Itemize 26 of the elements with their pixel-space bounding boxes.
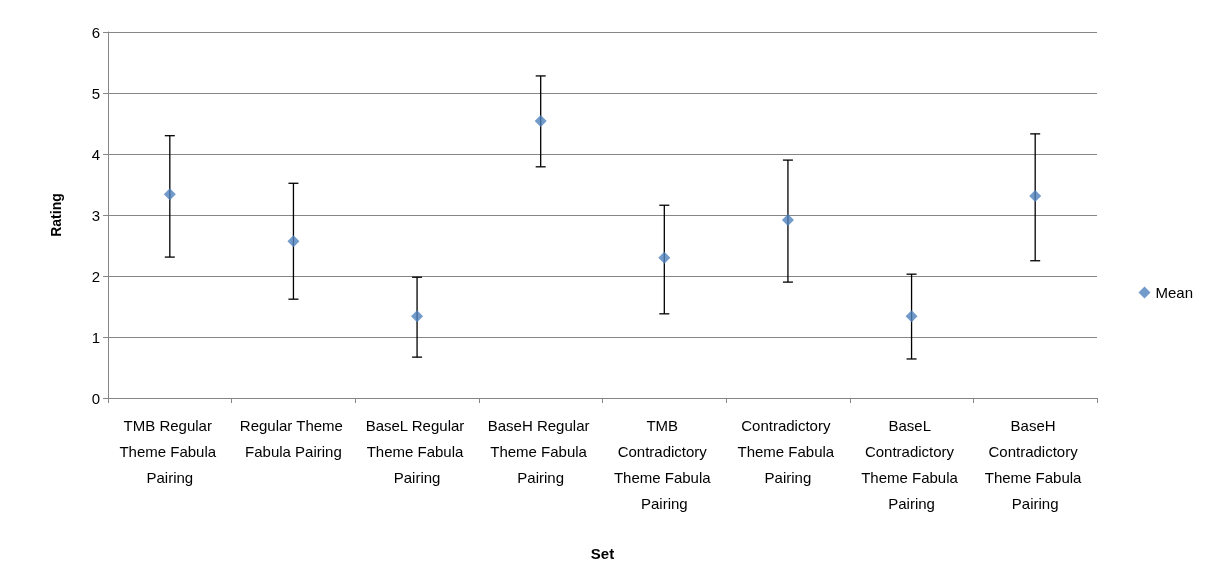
y-axis-title: Rating bbox=[48, 193, 64, 237]
y-tick-label: 5 bbox=[91, 84, 100, 102]
y-tick-label: 3 bbox=[91, 206, 100, 224]
point bbox=[163, 188, 176, 201]
x-tick-label: TMB Contradictory Theme Fabula Pairing bbox=[613, 416, 715, 512]
y-tick-label: 4 bbox=[91, 145, 100, 163]
y-tick-label: 0 bbox=[91, 389, 100, 407]
y-tick-label: 1 bbox=[91, 328, 100, 346]
point bbox=[905, 310, 918, 323]
point bbox=[534, 115, 547, 128]
point bbox=[411, 310, 424, 323]
x-tick-label: BaseL Contradictory Theme Fabula Pairing bbox=[861, 416, 963, 512]
y-tick-label: 6 bbox=[91, 23, 100, 41]
y-tick-label: 2 bbox=[91, 267, 100, 285]
point bbox=[658, 251, 671, 264]
x-axis-title: Set bbox=[590, 545, 615, 562]
x-tick-label: TMB Regular Theme Fabula Pairing bbox=[119, 416, 221, 486]
x-tick-label: Contradictory Theme Fabula Pairing bbox=[737, 416, 839, 486]
point bbox=[781, 213, 794, 226]
x-tick-label: Regular Theme Fabula Pairing bbox=[239, 416, 348, 460]
point bbox=[1029, 190, 1042, 203]
x-tick-label: BaseH Regular Theme Fabula Pairing bbox=[487, 416, 594, 486]
x-tick-label: BaseH Contradictory Theme Fabula Pairing bbox=[984, 416, 1086, 512]
legend-label: Mean bbox=[1155, 284, 1194, 301]
point bbox=[287, 235, 300, 248]
x-tick-label: BaseL Regular Theme Fabula Pairing bbox=[365, 416, 469, 486]
